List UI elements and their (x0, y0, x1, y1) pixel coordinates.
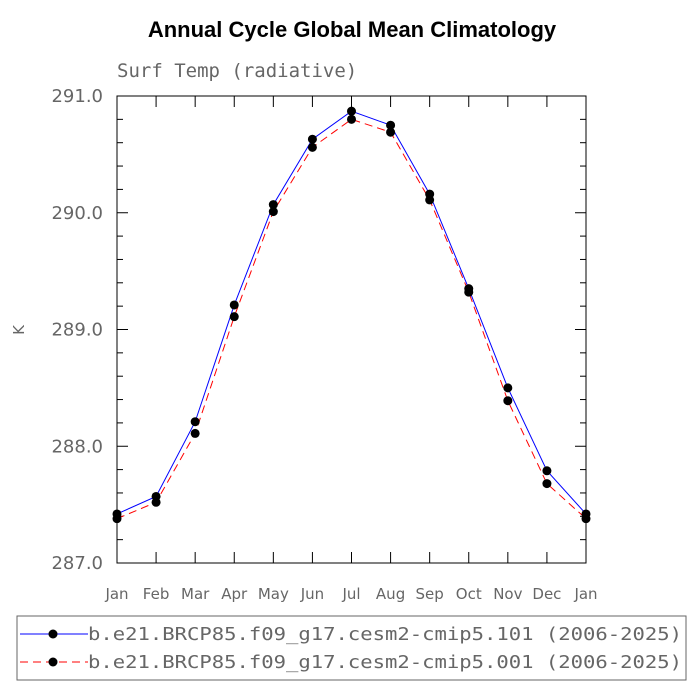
x-tick-label: Aug (376, 585, 405, 603)
x-tick-label: May (258, 585, 289, 603)
series-2-point (581, 514, 591, 524)
chart-title: Annual Cycle Global Mean Climatology (148, 17, 557, 42)
x-tick-label: Dec (532, 585, 561, 603)
series-line-1 (116, 110, 587, 515)
x-tick-label: Jan (104, 585, 128, 603)
series-1-point (190, 417, 200, 427)
x-tick-label: Sep (416, 585, 444, 603)
series-2-point (229, 312, 239, 322)
series-1-point (307, 134, 317, 144)
legend-box (16, 615, 687, 681)
series-2-point (268, 207, 278, 217)
y-tick-label: 287.0 (51, 553, 103, 574)
y-tick-label: 289.0 (51, 320, 103, 341)
series-2-point (347, 114, 356, 124)
y-tick-label: 290.0 (51, 203, 103, 224)
y-tick-label: 291.0 (51, 86, 103, 107)
x-tick-label: Mar (181, 585, 210, 603)
x-tick-label: Nov (493, 585, 522, 603)
plot-frame (116, 95, 587, 564)
x-axis: Jan Feb Mar Apr May Jun Jul Aug Sep Oct Nov Dec Jan (104, 96, 598, 603)
series-1-point (542, 466, 552, 476)
x-tick-label: Jul (341, 585, 360, 603)
series-2-point (190, 428, 200, 438)
x-tick-label: Feb (143, 585, 170, 603)
y-axis: 287.0 288.0 289.0 290.0 291.0 (51, 86, 586, 574)
legend-marker-2 (48, 657, 58, 667)
series-2-point (386, 127, 396, 137)
series-1-point (229, 300, 239, 310)
series-2-point (542, 479, 552, 489)
legend: b.e21.BRCP85.f09_g17.cesm2-cmip5.101 (20… (20, 624, 682, 673)
series-layer (112, 106, 591, 524)
y-axis-label: K (10, 324, 28, 335)
legend-label-2: b.e21.BRCP85.f09_g17.cesm2-cmip5.001 (20… (88, 652, 682, 673)
chart-subtitle: Surf Temp (radiative) (117, 60, 357, 82)
x-tick-label: Jan (573, 585, 597, 603)
legend-label-1: b.e21.BRCP85.f09_g17.cesm2-cmip5.101 (20… (88, 624, 682, 645)
series-1-point (503, 383, 513, 393)
x-tick-label: Apr (221, 585, 248, 603)
series-1-point (268, 200, 278, 210)
series-2-point (425, 195, 435, 205)
series-1-point (386, 120, 396, 130)
legend-marker-1 (48, 629, 58, 639)
series-2-point (112, 514, 122, 524)
series-2-point (464, 287, 474, 297)
series-2-point (503, 396, 513, 406)
x-tick-label: Oct (456, 585, 482, 603)
y-tick-label: 288.0 (51, 436, 103, 457)
series-2-point (307, 142, 317, 152)
series-2-point (151, 497, 161, 507)
series-line-2 (116, 118, 587, 520)
series-1-point (347, 106, 356, 116)
x-tick-label: Jun (300, 585, 324, 603)
